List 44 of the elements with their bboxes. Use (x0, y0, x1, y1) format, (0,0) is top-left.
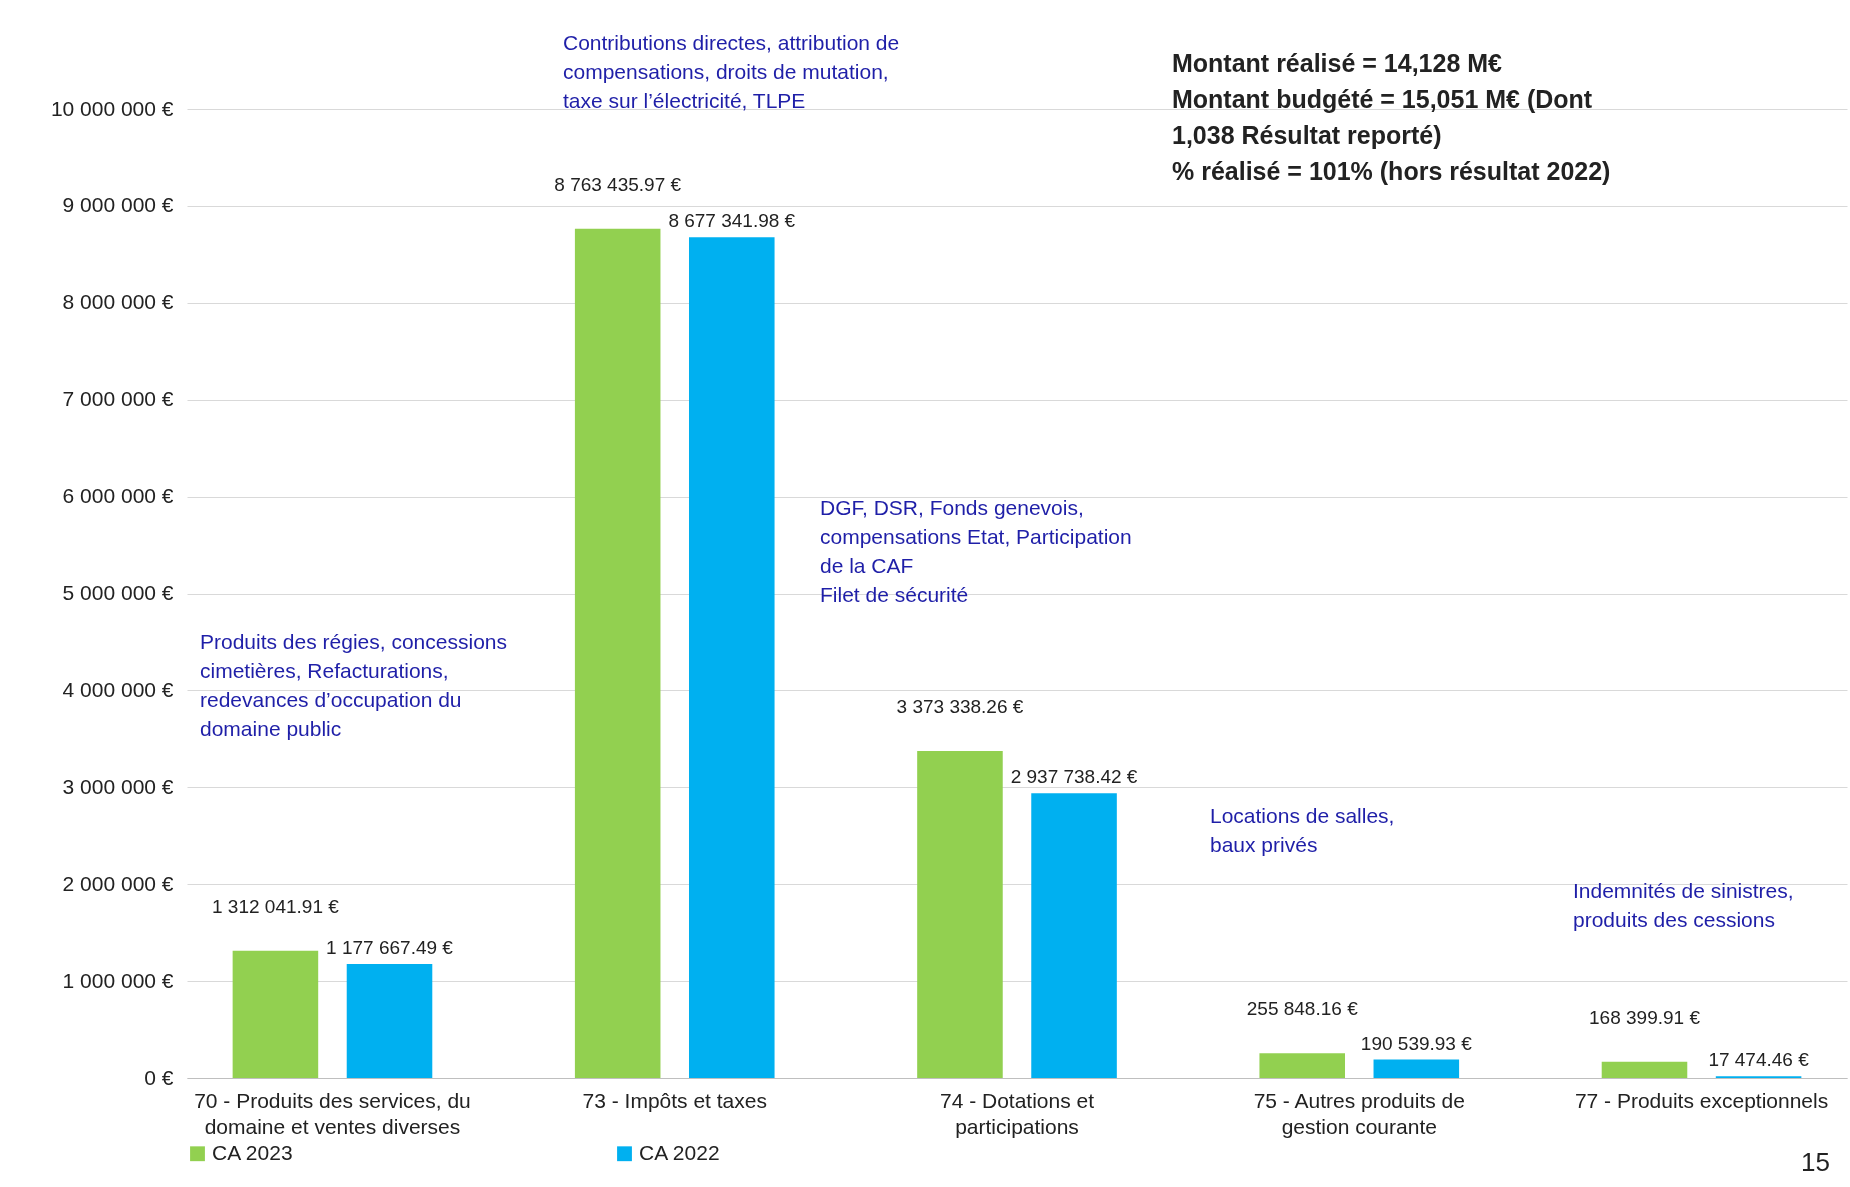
annotation: Indemnités de sinistres, produits des cessions (1573, 879, 1794, 931)
bar (346, 963, 433, 1078)
y-tick-label: 7 000 000 € (62, 387, 174, 411)
y-tick-label: 0 € (144, 1065, 174, 1089)
bar (917, 751, 1003, 1078)
data-label: 3 373 338.26 € (896, 696, 1024, 718)
data-label: 255 848.16 € (1246, 998, 1359, 1020)
text: 15 (1801, 1147, 1830, 1177)
y-tick-label: 5 000 000 € (62, 581, 174, 604)
legend-label: CA 2022 (639, 1140, 720, 1164)
y-tick-label: 1 000 000 € (62, 968, 174, 992)
y-tick-label: 4 000 000 € (62, 677, 174, 701)
data-label: 1 312 041.91 € (212, 895, 340, 917)
bar (688, 237, 775, 1078)
data-label: 8 677 341.98 € (668, 210, 796, 232)
annotation: DGF, DSR, Fonds genevois, compensations Etat, Participation de la CAF Filet de sécurité (820, 496, 1132, 606)
annotation: Locations de salles, baux privés (1210, 804, 1395, 856)
data-label: 1 177 667.49 € (326, 936, 454, 958)
y-tick-label: 8 000 000 € (62, 290, 174, 314)
bar (574, 228, 661, 1078)
bar (1601, 1061, 1688, 1078)
y-tick-label: 6 000 000 € (62, 484, 174, 508)
y-tick-label: 3 000 000 € (62, 774, 174, 798)
legend-label: CA 2023 (212, 1140, 293, 1164)
data-label: 190 539.93 € (1360, 1032, 1473, 1054)
data-label: 2 937 738.42 € (1010, 766, 1138, 788)
bar (1373, 1059, 1460, 1078)
y-tick-label: 10 000 000 € (50, 96, 174, 120)
y-tick-label: 9 000 000 € (62, 193, 174, 217)
bar (1259, 1053, 1346, 1078)
annotation: Produits des régies, concessions cimetières, Refacturations, redevances d’occupation du domaine public (200, 630, 507, 740)
data-label: 168 399.91 € (1589, 1006, 1701, 1028)
y-tick-label: 2 000 000 € (62, 871, 174, 895)
x-tick-label: 74 - Dotations et participations (939, 1088, 1095, 1138)
x-tick-label: 75 - Autres produits de gestion courante (1253, 1088, 1465, 1138)
annotation: Contributions directes, attribution de compensations, droits de mutation, taxe sur l’électricité, TLPE (563, 31, 900, 112)
x-tick-label: 70 - Produits des services, du domaine et ventes diverses (194, 1088, 471, 1138)
x-tick-label: 77 - Produits exceptionnels (1574, 1088, 1829, 1112)
annotation: Montant réalisé = 14,128 M€ Montant budgété = 15,051 M€ (Dont 1,038 Résultat reporté) % réalisé = 101% (hors résultat 2022) (1172, 49, 1611, 185)
bar (232, 950, 319, 1078)
bar (1031, 793, 1117, 1078)
x-tick-label: 73 - Impôts et taxes (582, 1088, 767, 1112)
data-label: 8 763 435.97 € (554, 173, 682, 195)
data-label: 17 474.46 € (1708, 1049, 1810, 1071)
